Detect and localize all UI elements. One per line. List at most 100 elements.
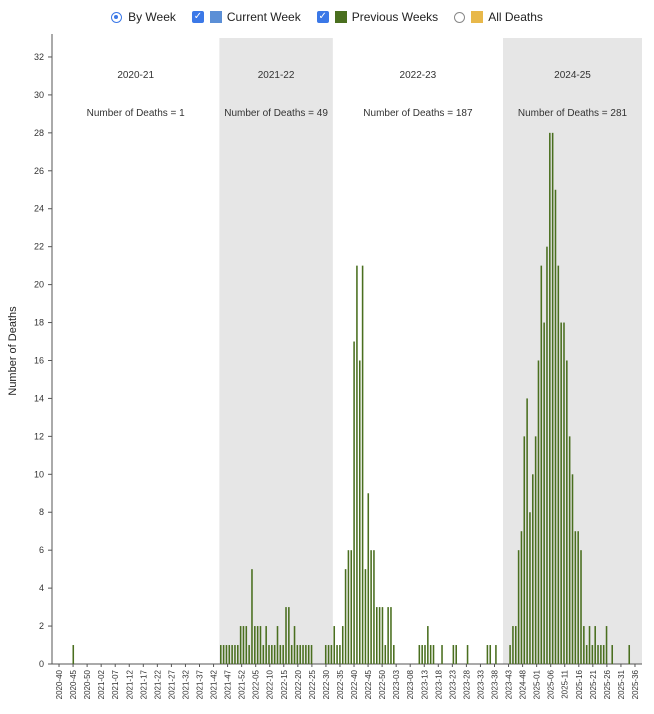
bar [273, 645, 276, 664]
x-tick-label: 2025-26 [603, 669, 612, 699]
y-tick-label: 10 [34, 469, 44, 479]
season-deaths-label: Number of Deaths = 1 [87, 108, 186, 119]
bar [517, 550, 520, 664]
bar [248, 645, 250, 664]
x-tick-label: 2021-32 [181, 669, 190, 699]
bar [509, 645, 511, 664]
bar [268, 645, 270, 664]
bar [364, 569, 367, 664]
bar [376, 607, 378, 664]
bar [583, 626, 585, 664]
radio-unselected-icon[interactable] [454, 11, 466, 23]
x-tick-label: 2025-01 [533, 669, 542, 699]
bar [418, 645, 421, 664]
bar [219, 645, 222, 664]
bar [254, 626, 256, 664]
y-tick-label: 32 [34, 52, 44, 62]
bar [302, 645, 304, 664]
by-week-option[interactable]: By Week [111, 10, 176, 24]
bar [526, 398, 528, 664]
bar [585, 645, 588, 664]
bar [256, 626, 259, 664]
y-tick-label: 30 [34, 90, 44, 100]
x-tick-label: 2021-27 [167, 669, 176, 699]
y-tick-label: 4 [39, 583, 44, 593]
bar [373, 550, 375, 664]
bar [271, 645, 273, 664]
x-tick-label: 2025-06 [547, 669, 556, 699]
bar [427, 626, 429, 664]
x-tick-label: 2022-35 [336, 669, 345, 699]
bar [245, 626, 248, 664]
bar [276, 626, 279, 664]
bar [540, 265, 543, 664]
bar [344, 569, 347, 664]
bar [265, 626, 267, 664]
bar [242, 626, 245, 664]
bar [602, 645, 605, 664]
bar [532, 474, 534, 664]
x-tick-label: 2024-48 [519, 669, 528, 699]
bar [72, 645, 75, 664]
bar [367, 493, 370, 664]
bar [251, 569, 253, 664]
all-deaths-label: All Deaths [488, 10, 543, 24]
y-tick-label: 16 [34, 355, 44, 365]
bar [310, 645, 313, 664]
x-tick-label: 2023-08 [406, 669, 415, 699]
bar [384, 645, 387, 664]
bar [290, 645, 293, 664]
x-tick-label: 2023-13 [420, 669, 429, 699]
x-tick-label: 2023-38 [491, 669, 500, 699]
bar [441, 645, 443, 664]
x-tick-label: 2023-33 [476, 669, 485, 699]
checkbox-checked-icon[interactable]: ✓ [316, 11, 329, 23]
bar [341, 626, 344, 664]
bar [557, 265, 560, 664]
bar [566, 360, 568, 664]
y-tick-label: 20 [34, 280, 44, 290]
bar [628, 645, 631, 664]
all-deaths-option[interactable]: All Deaths [454, 10, 543, 24]
bar [358, 360, 361, 664]
bar [285, 607, 287, 664]
y-tick-label: 12 [34, 431, 44, 441]
x-tick-label: 2023-28 [462, 669, 471, 699]
y-tick-label: 2 [39, 621, 44, 631]
bar [520, 531, 523, 664]
bar [529, 512, 531, 664]
x-tick-label: 2020-40 [55, 669, 64, 699]
season-label: 2022-23 [400, 70, 437, 81]
y-tick-label: 18 [34, 318, 44, 328]
previous-weeks-toggle[interactable]: ✓ Previous Weeks [316, 10, 438, 24]
bar [228, 645, 231, 664]
season-label: 2020-21 [117, 70, 154, 81]
x-tick-label: 2020-45 [69, 669, 78, 699]
y-tick-label: 26 [34, 166, 44, 176]
bar [288, 607, 290, 664]
bar [262, 645, 265, 664]
season-label: 2021-22 [258, 70, 295, 81]
bar [611, 645, 613, 664]
bar [307, 645, 310, 664]
x-tick-label: 2022-50 [378, 669, 387, 699]
bar [537, 360, 540, 664]
previous-weeks-swatch [334, 11, 347, 23]
bar [432, 645, 435, 664]
bar [393, 645, 395, 664]
bar [353, 341, 355, 664]
bar [495, 645, 497, 664]
checkbox-checked-icon[interactable]: ✓ [191, 11, 204, 23]
by-week-label: By Week [128, 10, 176, 24]
bar [293, 626, 296, 664]
x-tick-label: 2022-40 [350, 669, 359, 699]
bar [390, 607, 392, 664]
bar [429, 645, 432, 664]
bar [489, 645, 492, 664]
radio-selected-icon[interactable] [111, 11, 123, 23]
bar [234, 645, 236, 664]
current-week-toggle[interactable]: ✓ Current Week [191, 10, 301, 24]
x-tick-label: 2021-12 [125, 669, 134, 699]
bar [455, 645, 457, 664]
